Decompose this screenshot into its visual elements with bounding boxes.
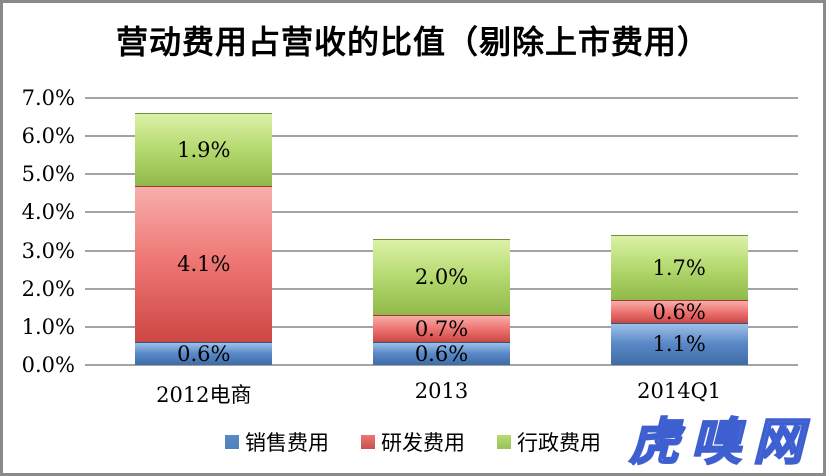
data-label: 0.7% — [414, 316, 469, 341]
gridline — [85, 364, 798, 366]
bar-segment-销售费用: 0.6% — [135, 341, 273, 366]
data-label: 1.1% — [652, 332, 706, 357]
bar-segment-研发费用: 0.7% — [373, 315, 510, 343]
data-label: 0.6% — [414, 341, 469, 366]
bar-segment-销售费用: 1.1% — [610, 323, 748, 365]
x-axis: 2012电商 2013 2014Q1 — [85, 379, 798, 409]
legend-swatch-icon — [361, 435, 375, 449]
y-axis-label: 7.0% — [21, 86, 75, 110]
legend: 销售费用 研发费用 行政费用 — [3, 427, 823, 457]
legend-item-研发费用: 研发费用 — [361, 427, 465, 457]
bar-segment-研发费用: 0.6% — [610, 299, 748, 324]
legend-label: 行政费用 — [517, 431, 601, 455]
bar-segment-行政费用: 1.9% — [135, 113, 273, 186]
legend-item-行政费用: 行政费用 — [497, 427, 601, 457]
legend-item-销售费用: 销售费用 — [225, 427, 329, 457]
y-axis: 0.0% 1.0% 2.0% 3.0% 4.0% 5.0% 6.0% 7.0% — [3, 86, 75, 377]
x-axis-label: 2012电商 — [156, 383, 252, 407]
y-axis-label: 5.0% — [21, 162, 75, 187]
data-label: 1.9% — [177, 137, 231, 162]
bar-segment-行政费用: 1.7% — [610, 235, 748, 301]
gridline — [85, 97, 798, 99]
legend-swatch-icon — [497, 435, 511, 449]
y-axis-label: 0.0% — [21, 353, 75, 377]
watermark-huxiu: 虎嗅网 — [628, 411, 815, 472]
y-axis-label: 3.0% — [21, 238, 75, 263]
data-label: 4.1% — [177, 251, 231, 276]
plot-area: 0.6% 4.1% 1.9% 0.6% 0.7% 2.0% 1.1% 0.6% 1.7% — [85, 97, 798, 366]
y-axis-label: 2.0% — [21, 276, 75, 301]
x-axis-label: 2014Q1 — [637, 379, 722, 403]
gridline — [85, 211, 798, 214]
data-label: 1.7% — [652, 255, 706, 280]
gridline — [85, 173, 798, 176]
gridline — [85, 135, 798, 138]
data-label: 0.6% — [652, 299, 706, 324]
legend-swatch-icon — [225, 435, 239, 449]
x-axis-label: 2013 — [414, 379, 469, 403]
legend-label: 研发费用 — [381, 431, 465, 455]
bar-segment-研发费用: 4.1% — [135, 185, 273, 343]
data-label: 2.0% — [414, 265, 469, 290]
y-axis-label: 1.0% — [21, 314, 75, 339]
y-axis-label: 4.0% — [21, 200, 75, 225]
legend-label: 销售费用 — [245, 431, 329, 455]
bar-segment-销售费用: 0.6% — [373, 342, 510, 365]
bar-segment-行政费用: 2.0% — [373, 239, 510, 316]
y-axis-label: 6.0% — [21, 124, 75, 149]
chart-title: 营动费用占营收的比值（剔除上市费用） — [115, 23, 710, 61]
data-label: 0.6% — [177, 341, 231, 366]
